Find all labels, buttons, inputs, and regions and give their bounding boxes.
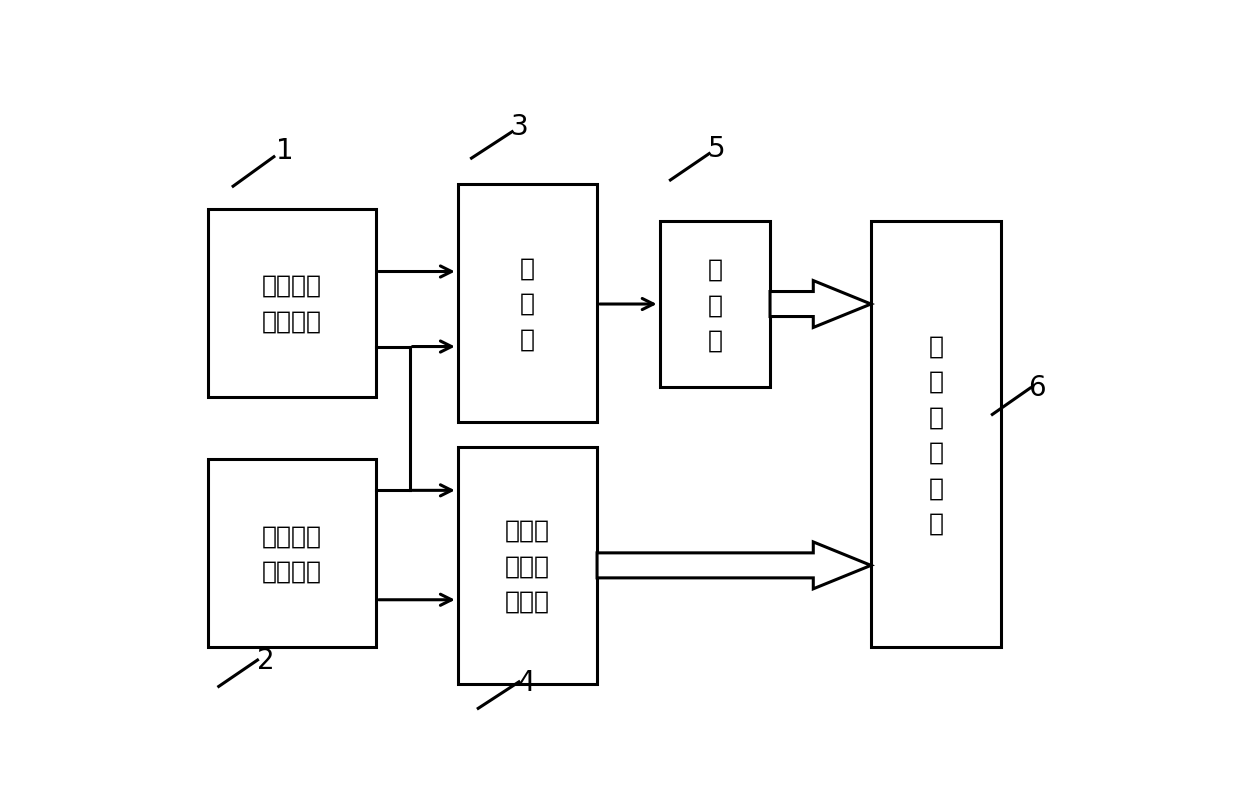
Polygon shape bbox=[770, 281, 870, 328]
Text: 1: 1 bbox=[277, 136, 294, 165]
Bar bbox=[458, 185, 596, 422]
Bar bbox=[458, 447, 596, 684]
Text: 计
数
器: 计 数 器 bbox=[707, 258, 722, 352]
Text: 高分辨
率相位
检测组: 高分辨 率相位 检测组 bbox=[505, 518, 549, 613]
Text: 2: 2 bbox=[257, 646, 274, 675]
Text: 4: 4 bbox=[518, 668, 536, 697]
Bar bbox=[208, 210, 376, 397]
Bar bbox=[208, 460, 376, 647]
Text: 鉴
相
器: 鉴 相 器 bbox=[520, 256, 534, 350]
Text: 参考信号
处理电路: 参考信号 处理电路 bbox=[262, 274, 322, 333]
Text: 3: 3 bbox=[511, 114, 529, 141]
Text: 测量信号
处理电路: 测量信号 处理电路 bbox=[262, 524, 322, 583]
Bar bbox=[660, 222, 770, 388]
Polygon shape bbox=[596, 543, 870, 589]
Text: 5: 5 bbox=[708, 135, 725, 163]
Bar bbox=[870, 222, 1001, 647]
Text: 6: 6 bbox=[1028, 374, 1047, 401]
Text: 可
编
程
处
理
器: 可 编 程 处 理 器 bbox=[929, 334, 944, 535]
